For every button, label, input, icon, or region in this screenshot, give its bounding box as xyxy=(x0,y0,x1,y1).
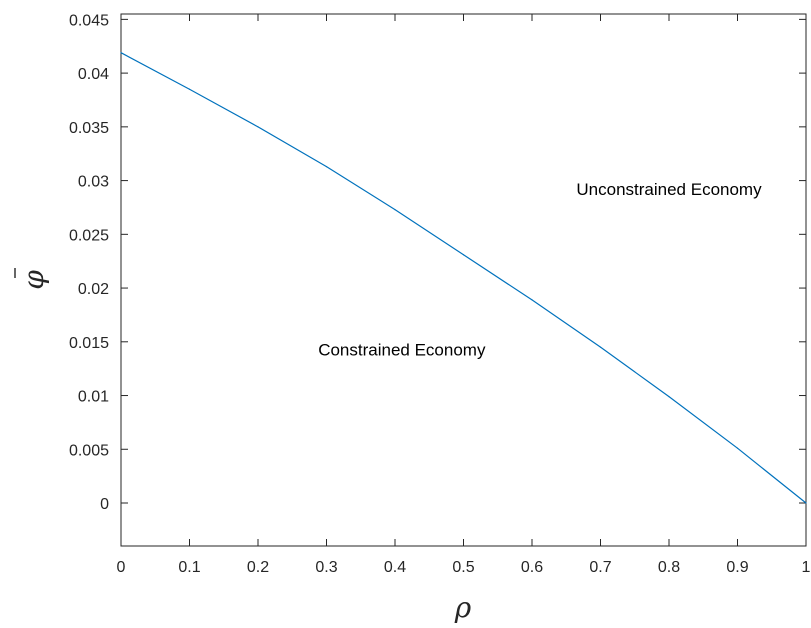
x-tick-label: 0.2 xyxy=(247,559,269,576)
data-point xyxy=(599,346,602,348)
data-point xyxy=(805,502,807,504)
y-tick-label: 0.045 xyxy=(69,12,109,29)
data-point xyxy=(531,299,533,301)
x-tick-label: 0.6 xyxy=(521,559,543,576)
y-tick-label: 0.005 xyxy=(69,442,109,459)
data-point xyxy=(462,254,465,256)
series-layer xyxy=(120,52,807,504)
y-tick-label: 0.03 xyxy=(78,174,109,191)
data-point xyxy=(394,209,396,211)
x-tick-label: 0.1 xyxy=(178,559,200,576)
y-tick-label: 0.01 xyxy=(78,389,109,406)
data-point xyxy=(736,447,739,449)
data-point xyxy=(120,52,122,54)
x-tick-labels: 0 0.1 0.2 0.3 0.4 0.5 0.6 0.7 0.8 0.9 1 xyxy=(117,559,811,576)
y-tick-labels: 0 0.005 0.01 0.015 0.02 0.025 0.03 0.035 0.04 0.0… xyxy=(69,12,109,513)
axis-ticks xyxy=(120,14,807,546)
x-tick-label: 1 xyxy=(802,559,811,576)
x-tick-label: 0.7 xyxy=(589,559,611,576)
annotations: Unconstrained Economy Constrained Economy xyxy=(318,180,762,359)
y-axis-label-group: φ xyxy=(14,268,50,290)
y-tick-label: 0.04 xyxy=(78,66,109,83)
y-axis-label: φ xyxy=(17,270,50,290)
x-axis-label: ρ xyxy=(454,591,472,624)
data-point xyxy=(257,126,259,128)
plot-area xyxy=(120,13,807,547)
x-tick-label: 0.5 xyxy=(452,559,474,576)
x-tick-label: 0.3 xyxy=(315,559,337,576)
region-annotation: Constrained Economy xyxy=(318,340,486,359)
data-point xyxy=(668,396,670,398)
data-point xyxy=(325,166,328,168)
region-annotation: Unconstrained Economy xyxy=(576,180,762,199)
y-tick-label: 0.02 xyxy=(78,281,109,298)
data-point xyxy=(188,88,191,90)
y-tick-label: 0.035 xyxy=(69,120,109,137)
y-tick-label: 0.015 xyxy=(69,335,109,352)
x-tick-label: 0.4 xyxy=(384,559,406,576)
x-tick-label: 0.8 xyxy=(658,559,680,576)
y-tick-label: 0.025 xyxy=(69,227,109,244)
y-tick-label: 0 xyxy=(100,496,109,513)
x-tick-label: 0.9 xyxy=(726,559,748,576)
x-tick-label: 0 xyxy=(117,559,126,576)
